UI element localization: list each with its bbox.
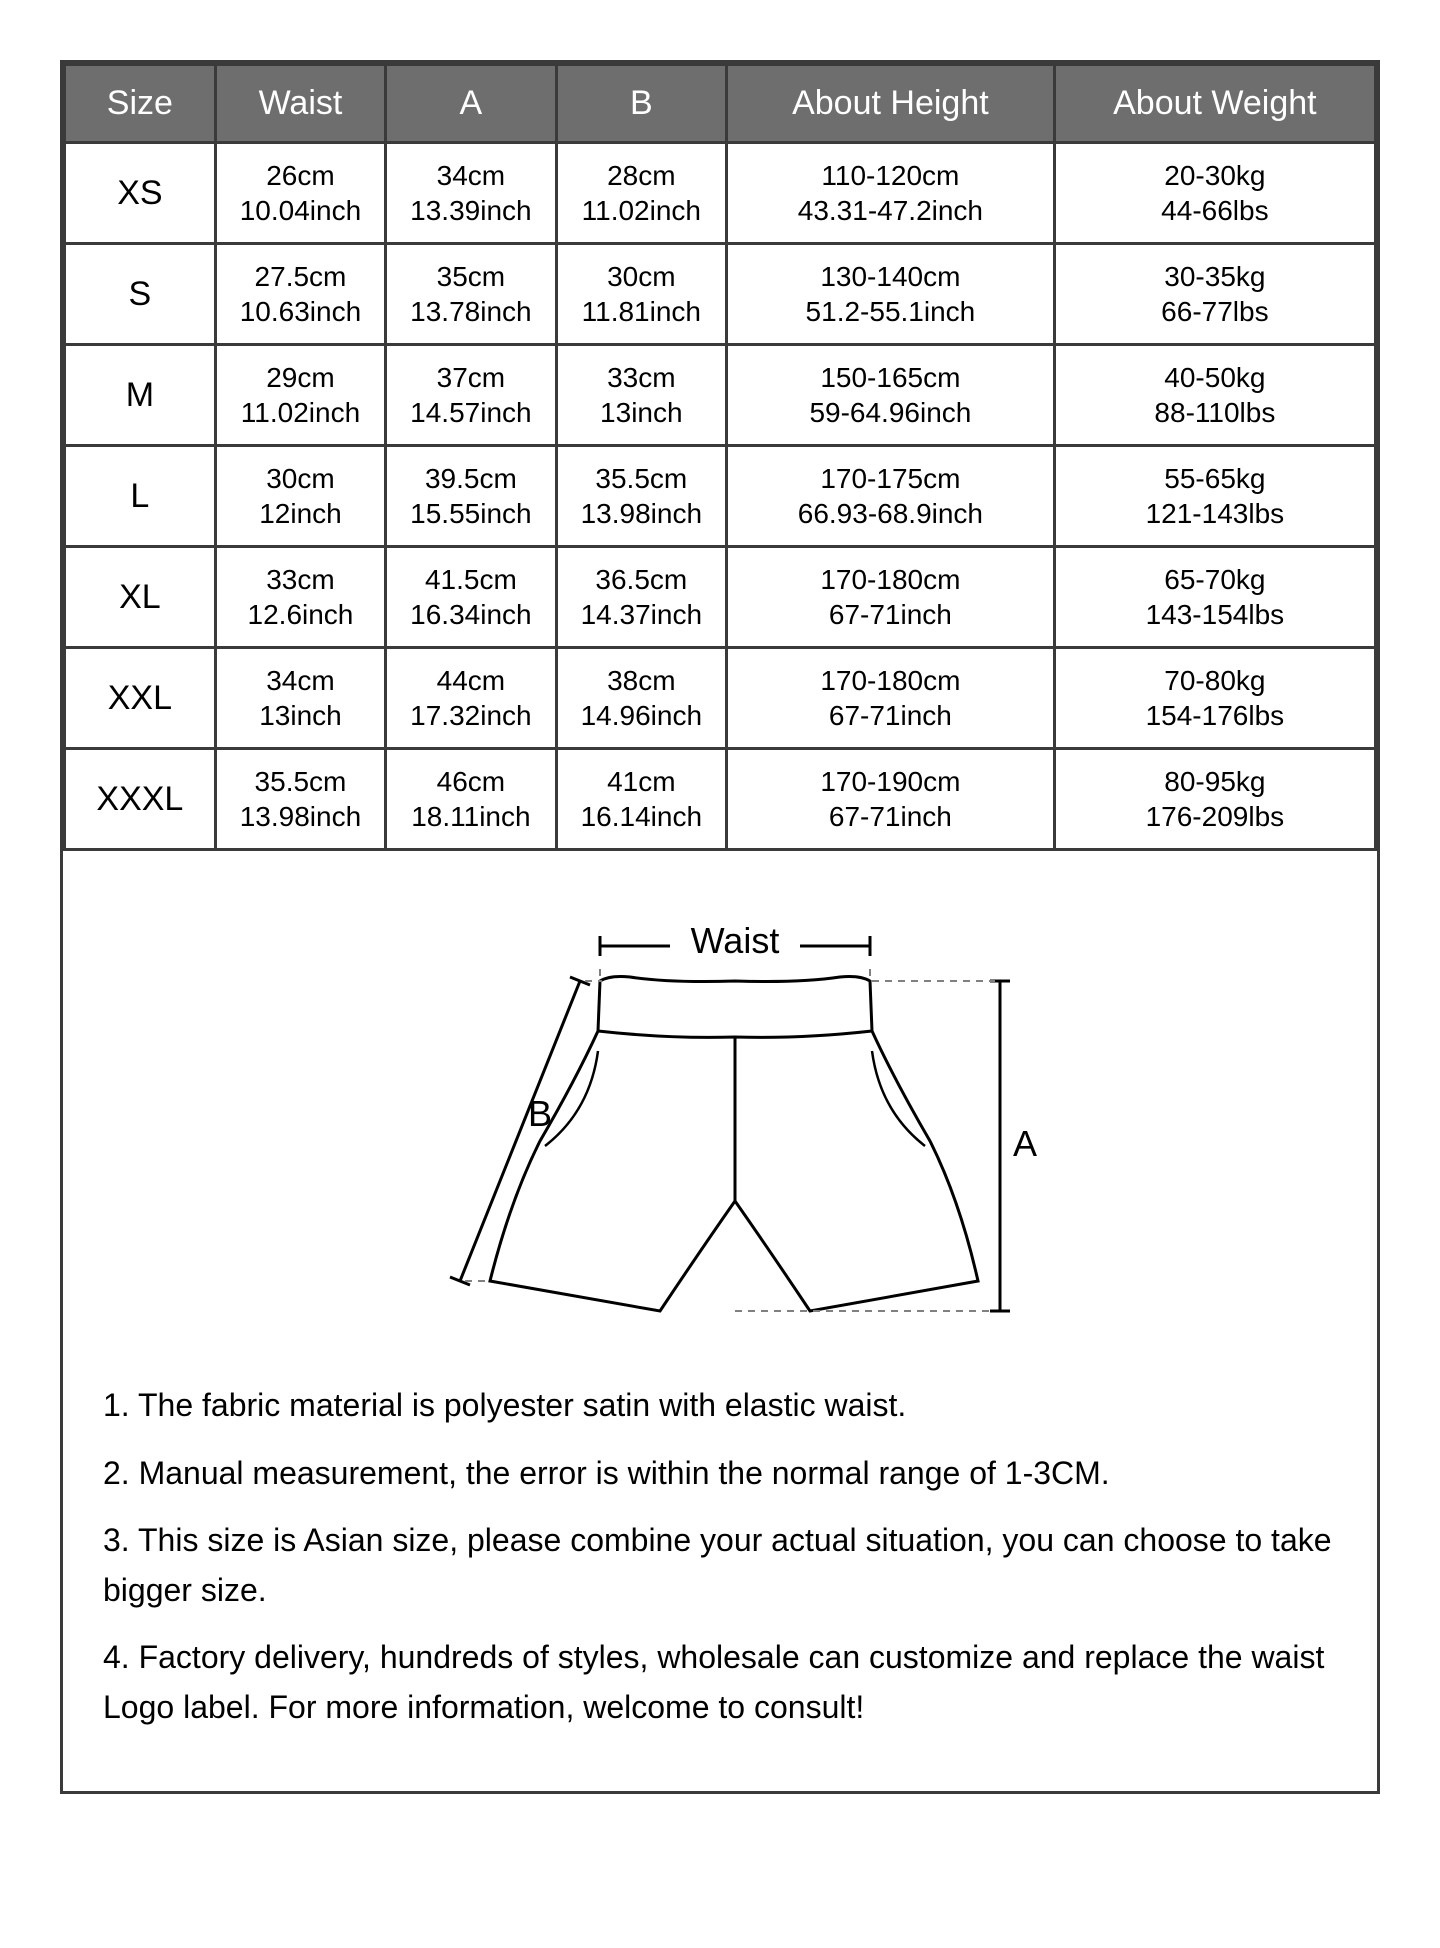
cell-waist: 27.5cm10.63inch <box>215 244 385 345</box>
diagram-label-a: A <box>1013 1123 1037 1164</box>
cell-weight: 20-30kg44-66lbs <box>1054 143 1375 244</box>
header-b: B <box>556 65 726 143</box>
cell-a: 41.5cm16.34inch <box>386 547 556 648</box>
cell-a: 44cm17.32inch <box>386 648 556 749</box>
cell-a: 39.5cm15.55inch <box>386 446 556 547</box>
cell-b: 30cm11.81inch <box>556 244 726 345</box>
cell-size: M <box>65 345 216 446</box>
table-header-row: Size Waist A B About Height About Weight <box>65 65 1376 143</box>
cell-size: XXL <box>65 648 216 749</box>
note-line: 1. The fabric material is polyester sati… <box>103 1381 1337 1431</box>
table-row: XXXL35.5cm13.98inch46cm18.11inch41cm16.1… <box>65 749 1376 850</box>
cell-size: XXXL <box>65 749 216 850</box>
cell-a: 46cm18.11inch <box>386 749 556 850</box>
cell-b: 38cm14.96inch <box>556 648 726 749</box>
size-table: Size Waist A B About Height About Weight… <box>63 63 1377 851</box>
table-row: M29cm11.02inch37cm14.57inch33cm13inch150… <box>65 345 1376 446</box>
measurement-diagram: Waist B A <box>63 851 1377 1371</box>
header-weight: About Weight <box>1054 65 1375 143</box>
table-row: XXL34cm13inch44cm17.32inch38cm14.96inch1… <box>65 648 1376 749</box>
table-row: XL33cm12.6inch41.5cm16.34inch36.5cm14.37… <box>65 547 1376 648</box>
table-row: S27.5cm10.63inch35cm13.78inch30cm11.81in… <box>65 244 1376 345</box>
cell-b: 35.5cm13.98inch <box>556 446 726 547</box>
cell-height: 170-180cm67-71inch <box>727 547 1055 648</box>
cell-waist: 33cm12.6inch <box>215 547 385 648</box>
table-row: XS26cm10.04inch34cm13.39inch28cm11.02inc… <box>65 143 1376 244</box>
cell-size: XL <box>65 547 216 648</box>
cell-height: 110-120cm43.31-47.2inch <box>727 143 1055 244</box>
notes-section: 1. The fabric material is polyester sati… <box>63 1371 1377 1791</box>
cell-height: 170-180cm67-71inch <box>727 648 1055 749</box>
cell-weight: 70-80kg154-176lbs <box>1054 648 1375 749</box>
note-line: 3. This size is Asian size, please combi… <box>103 1516 1337 1615</box>
shorts-diagram-svg: Waist B A <box>390 881 1050 1351</box>
header-height: About Height <box>727 65 1055 143</box>
cell-a: 34cm13.39inch <box>386 143 556 244</box>
cell-waist: 29cm11.02inch <box>215 345 385 446</box>
cell-waist: 34cm13inch <box>215 648 385 749</box>
cell-b: 28cm11.02inch <box>556 143 726 244</box>
cell-weight: 65-70kg143-154lbs <box>1054 547 1375 648</box>
cell-weight: 55-65kg121-143lbs <box>1054 446 1375 547</box>
cell-weight: 80-95kg176-209lbs <box>1054 749 1375 850</box>
cell-b: 36.5cm14.37inch <box>556 547 726 648</box>
cell-b: 33cm13inch <box>556 345 726 446</box>
cell-weight: 40-50kg88-110lbs <box>1054 345 1375 446</box>
cell-waist: 35.5cm13.98inch <box>215 749 385 850</box>
note-line: 2. Manual measurement, the error is with… <box>103 1449 1337 1499</box>
diagram-label-b: B <box>528 1093 552 1134</box>
cell-height: 170-190cm67-71inch <box>727 749 1055 850</box>
table-row: L30cm12inch39.5cm15.55inch35.5cm13.98inc… <box>65 446 1376 547</box>
header-size: Size <box>65 65 216 143</box>
cell-height: 130-140cm51.2-55.1inch <box>727 244 1055 345</box>
size-chart-container: Size Waist A B About Height About Weight… <box>60 60 1380 1794</box>
cell-waist: 26cm10.04inch <box>215 143 385 244</box>
cell-a: 35cm13.78inch <box>386 244 556 345</box>
cell-size: L <box>65 446 216 547</box>
cell-size: S <box>65 244 216 345</box>
diagram-label-waist: Waist <box>691 920 780 961</box>
note-line: 4. Factory delivery, hundreds of styles,… <box>103 1633 1337 1732</box>
cell-a: 37cm14.57inch <box>386 345 556 446</box>
cell-size: XS <box>65 143 216 244</box>
cell-b: 41cm16.14inch <box>556 749 726 850</box>
header-a: A <box>386 65 556 143</box>
cell-weight: 30-35kg66-77lbs <box>1054 244 1375 345</box>
cell-height: 150-165cm59-64.96inch <box>727 345 1055 446</box>
cell-waist: 30cm12inch <box>215 446 385 547</box>
cell-height: 170-175cm66.93-68.9inch <box>727 446 1055 547</box>
header-waist: Waist <box>215 65 385 143</box>
